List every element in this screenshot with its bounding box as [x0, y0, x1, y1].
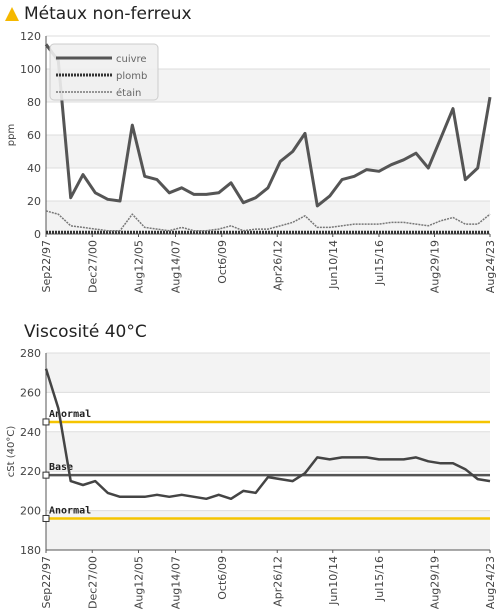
plot-band — [46, 135, 490, 168]
x-tick-label: Oct6/09 — [216, 240, 229, 284]
warning-icon — [5, 7, 19, 21]
plot-band — [46, 353, 490, 393]
reference-marker — [42, 471, 50, 479]
y-axis-label: ppm — [6, 124, 17, 146]
y-tick-label: 240 — [20, 426, 41, 439]
y-tick-label: 60 — [27, 129, 41, 142]
x-tick-label: Aug29/19 — [429, 240, 442, 293]
y-tick-label: 80 — [27, 96, 41, 109]
y-tick-label: 20 — [27, 195, 41, 208]
series-line-viscosity — [44, 368, 491, 501]
y-tick-label: 280 — [20, 347, 41, 360]
reference-line-label: Anormal — [49, 505, 91, 516]
viscosity-chart: 180 200 220 240 260 280 cSt (40°C) Sep22/97 Dec2… — [6, 347, 497, 609]
x-tick-label: Sep22/97 — [40, 556, 53, 608]
x-tick-label: Aug14/07 — [170, 240, 183, 293]
reference-marker — [42, 418, 50, 426]
x-tick-label: Sep22/97 — [40, 240, 53, 292]
y-tick-label: 260 — [20, 386, 41, 399]
x-tick-label: Aug29/19 — [429, 556, 442, 609]
x-tick-label: Dec27/00 — [86, 556, 99, 609]
x-tick-label: Dec27/00 — [86, 240, 99, 293]
series-line-étain — [45, 210, 491, 232]
y-tick-label: 100 — [20, 63, 41, 76]
metals-chart: 0 20 40 60 80 100 120 ppm Sep22/97 Dec27/00 Aug12/… — [6, 30, 497, 293]
x-tick-label: Jun10/14 — [327, 240, 340, 290]
legend-label: plomb — [116, 71, 147, 82]
x-tick-label: Oct6/09 — [216, 556, 229, 600]
legend-label: étain — [116, 87, 141, 99]
plot-band — [46, 510, 490, 550]
x-tick-label: Apr26/12 — [271, 556, 284, 607]
plot-band — [46, 102, 490, 135]
x-tick-label: Jun10/14 — [327, 556, 340, 606]
y-tick-label: 220 — [20, 465, 41, 478]
x-tick-label: Aug24/23 — [484, 240, 497, 293]
reference-marker — [42, 514, 50, 522]
y-tick-label: 180 — [20, 544, 41, 557]
plot-band — [46, 392, 490, 432]
x-tick-label: Apr26/12 — [271, 240, 284, 291]
y-tick-label: 0 — [34, 228, 41, 241]
x-tick-label: Aug12/05 — [133, 240, 146, 293]
x-tick-label: Jul15/16 — [373, 556, 386, 602]
plot-band — [46, 431, 490, 472]
metals-chart-title: Métaux non-ferreux — [24, 4, 192, 24]
x-tick-label: Jul15/16 — [373, 240, 386, 286]
viscosity-chart-title: Viscosité 40°C — [24, 322, 147, 342]
y-tick-label: 120 — [20, 30, 41, 43]
y-tick-label: 40 — [27, 162, 41, 175]
x-tick-label: Aug24/23 — [484, 556, 497, 609]
series-line-cuivre — [44, 43, 492, 208]
x-tick-label: Aug14/07 — [170, 556, 183, 609]
reference-line-label: Anormal — [49, 409, 91, 420]
reference-line-label: Base — [49, 462, 73, 473]
y-axis-label: cSt (40°C) — [6, 426, 17, 478]
x-tick-label: Aug12/05 — [133, 556, 146, 609]
legend-label: cuivre — [116, 54, 147, 65]
y-tick-label: 200 — [20, 505, 41, 518]
